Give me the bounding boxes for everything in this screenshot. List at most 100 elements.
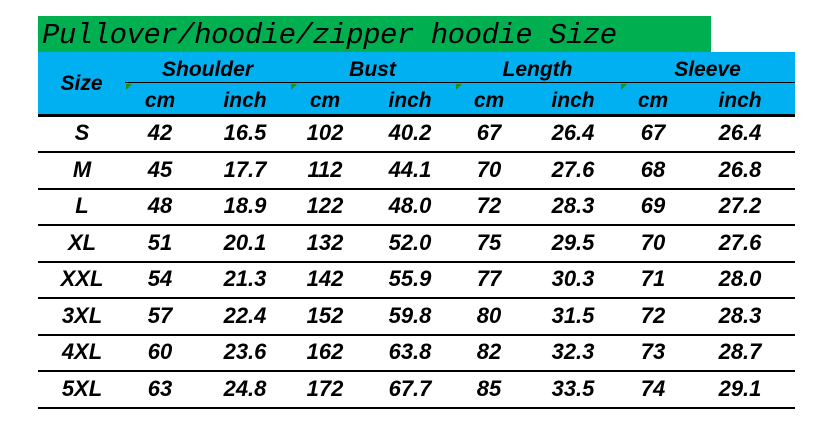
cell-marker — [126, 84, 132, 90]
table-cell: 72 — [476, 193, 502, 218]
size-label: L — [75, 193, 89, 218]
table-cell: 28.3 — [718, 302, 762, 328]
table-row: L 48 18.9 122 48.0 72 28.3 69 27.2 — [38, 188, 795, 226]
table-cell: 77 — [476, 266, 502, 291]
chart-title: Pullover/hoodie/zipper hoodie Size — [42, 19, 617, 52]
table-cell: 72 — [640, 302, 666, 328]
table-cell: 18.9 — [223, 193, 267, 218]
table-cell: 67 — [640, 120, 666, 145]
table-row: XXL 54 21.3 142 55.9 77 30.3 71 28.0 — [38, 261, 795, 299]
header-unit-inch: inch — [388, 89, 432, 112]
table-cell: 68 — [640, 156, 666, 182]
table-cell: 69 — [640, 193, 666, 218]
table-cell: 102 — [306, 120, 344, 145]
cell-marker — [456, 84, 462, 90]
table-row: 4XL 60 23.6 162 63.8 82 32.3 73 28.7 — [38, 334, 795, 372]
table-cell: 42 — [147, 120, 173, 145]
table-cell: 48.0 — [388, 193, 432, 218]
size-label: 3XL — [61, 302, 103, 328]
header-unit-inch: inch — [551, 89, 595, 112]
header-divider — [125, 82, 795, 83]
table-cell: 70 — [476, 156, 502, 182]
table-cell: 29.1 — [718, 375, 762, 401]
chart-title-bar: Pullover/hoodie/zipper hoodie Size — [38, 16, 711, 52]
table-cell: 26.4 — [718, 120, 762, 145]
table-cell: 27.2 — [718, 193, 762, 218]
cell-marker — [621, 84, 627, 90]
size-label: M — [72, 156, 92, 182]
header-unit-cm: cm — [473, 89, 505, 112]
table-cell: 33.5 — [551, 375, 595, 401]
table-cell: 28.0 — [718, 266, 762, 291]
table-cell: 80 — [476, 302, 502, 328]
table-cell: 71 — [640, 266, 666, 291]
table-cell: 60 — [147, 339, 173, 364]
size-label: 4XL — [61, 339, 103, 364]
table-cell: 32.3 — [551, 339, 595, 364]
table-cell: 29.5 — [551, 229, 595, 255]
header-group-bust: Bust — [349, 58, 396, 81]
header-size: Size — [60, 72, 103, 95]
table-cell: 70 — [640, 229, 666, 255]
table-cell: 63 — [147, 375, 173, 401]
header-unit-cm: cm — [309, 89, 341, 112]
table-cell: 21.3 — [223, 266, 267, 291]
table-cell: 73 — [640, 339, 666, 364]
table-row: 5XL 63 24.8 172 67.7 85 33.5 74 29.1 — [38, 371, 795, 409]
table-cell: 142 — [306, 266, 344, 291]
table-cell: 45 — [147, 156, 173, 182]
table-cell: 26.8 — [718, 156, 762, 182]
header-unit-inch: inch — [718, 89, 762, 112]
table-row: M 45 17.7 112 44.1 70 27.6 68 26.8 — [38, 152, 795, 190]
table-header: Size Shoulder cm inch Bust cm inch Length cm inc… — [38, 52, 795, 117]
table-cell: 162 — [306, 339, 344, 364]
table-cell: 152 — [306, 302, 344, 328]
size-label: S — [74, 120, 90, 145]
size-label: XXL — [60, 266, 104, 291]
table-cell: 40.2 — [388, 120, 432, 145]
table-cell: 51 — [147, 229, 173, 255]
size-label: XL — [67, 229, 97, 255]
table-cell: 28.7 — [718, 339, 762, 364]
table-row: S 42 16.5 102 40.2 67 26.4 67 26.4 — [38, 115, 795, 153]
table-cell: 22.4 — [223, 302, 267, 328]
table-cell: 28.3 — [551, 193, 595, 218]
table-cell: 85 — [476, 375, 502, 401]
table-cell: 26.4 — [551, 120, 595, 145]
table-cell: 172 — [306, 375, 344, 401]
header-group-sleeve: Sleeve — [674, 58, 741, 81]
table-cell: 27.6 — [551, 156, 595, 182]
table-row: 3XL 57 22.4 152 59.8 80 31.5 72 28.3 — [38, 298, 795, 336]
table-cell: 27.6 — [718, 229, 762, 255]
table-cell: 132 — [306, 229, 344, 255]
size-label: 5XL — [61, 375, 103, 401]
table-cell: 24.8 — [223, 375, 267, 401]
table-row: XL 51 20.1 132 52.0 75 29.5 70 27.6 — [38, 225, 795, 263]
header-unit-inch: inch — [223, 89, 267, 112]
header-group-shoulder: Shoulder — [161, 58, 253, 81]
table-cell: 48 — [147, 193, 173, 218]
table-cell: 44.1 — [388, 156, 432, 182]
table-cell: 75 — [476, 229, 502, 255]
table-cell: 82 — [476, 339, 502, 364]
table-cell: 20.1 — [223, 229, 267, 255]
table-cell: 23.6 — [223, 339, 267, 364]
table-cell: 30.3 — [551, 266, 595, 291]
header-unit-cm: cm — [637, 89, 669, 112]
table-cell: 74 — [640, 375, 666, 401]
table-cell: 57 — [147, 302, 173, 328]
table-cell: 52.0 — [388, 229, 432, 255]
table-cell: 122 — [306, 193, 344, 218]
table-cell: 16.5 — [223, 120, 267, 145]
table-cell: 54 — [147, 266, 173, 291]
header-unit-cm: cm — [144, 89, 176, 112]
table-cell: 67.7 — [388, 375, 432, 401]
cell-marker — [291, 84, 297, 90]
table-cell: 31.5 — [551, 302, 595, 328]
table-cell: 17.7 — [223, 156, 267, 182]
table-cell: 63.8 — [388, 339, 432, 364]
table-cell: 59.8 — [388, 302, 432, 328]
header-group-length: Length — [502, 58, 573, 81]
table-cell: 67 — [476, 120, 502, 145]
table-cell: 55.9 — [388, 266, 432, 291]
